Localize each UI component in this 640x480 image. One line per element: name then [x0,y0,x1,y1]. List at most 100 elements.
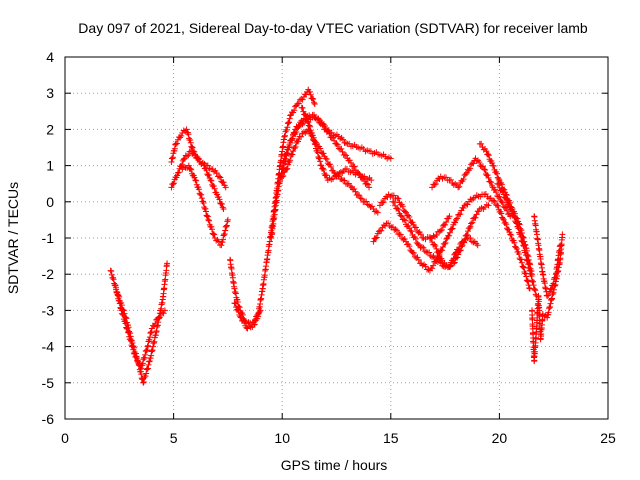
data-point [185,131,192,138]
data-point [394,205,401,212]
data-point [552,274,559,281]
data-point [469,219,476,226]
data-point [187,136,194,143]
data-point [489,160,496,167]
data-point [164,260,171,267]
data-point [472,214,479,221]
data-point [218,242,225,249]
x-tick-label: 5 [170,430,178,446]
data-point [216,196,223,203]
data-point [220,232,227,239]
data-point [133,355,140,362]
data-point [476,159,483,166]
data-point [506,203,513,210]
data-point [395,195,402,202]
data-point [122,320,129,327]
data-point [515,225,522,232]
series-arc-22 [531,213,564,299]
data-point [485,152,492,159]
data-point [124,325,131,332]
data-point [351,186,358,193]
data-point [511,214,518,221]
data-point [283,127,290,134]
data-point [192,177,199,184]
data-point [202,205,209,212]
data-point [446,232,453,239]
data-point [204,213,211,220]
data-point [130,350,137,357]
data-point [519,263,526,270]
data-point [432,181,439,188]
data-point [452,250,459,257]
data-point [113,286,120,293]
data-point [143,347,150,354]
data-point [446,229,453,236]
data-point [316,155,323,162]
data-point [211,231,218,238]
data-point [112,282,119,289]
data-point [371,208,378,215]
data-point [289,151,296,158]
data-point [312,141,319,148]
data-point [433,245,440,252]
data-point [347,183,354,190]
data-point [519,238,526,245]
data-point [387,155,394,162]
data-point [306,122,313,129]
data-point [399,203,406,210]
y-tick-label: -5 [42,375,55,391]
data-point [401,208,408,215]
data-point [511,239,518,246]
data-point [414,241,421,248]
data-point [220,206,227,213]
data-point [482,167,489,174]
data-point [415,256,422,263]
data-point [277,177,284,184]
data-point [223,223,230,230]
data-point [347,159,354,166]
data-point [170,180,177,187]
data-point [458,239,465,246]
data-point [221,231,228,238]
data-point [152,320,159,327]
data-point [281,133,288,140]
series-arc-17 [426,235,481,271]
data-point [532,287,539,294]
data-point [465,228,472,235]
data-point [433,232,440,239]
data-point [140,378,147,385]
data-point [525,261,532,268]
data-point [526,285,533,292]
data-point [294,123,301,130]
data-point [412,235,419,242]
data-point [205,216,212,223]
data-point [295,100,302,107]
data-point [401,235,408,242]
data-point [256,308,263,315]
data-point [191,174,198,181]
data-point [450,255,457,262]
data-point [460,204,467,211]
data-point [334,173,341,180]
data-point [391,199,398,206]
data-point [291,107,298,114]
data-point [429,265,436,272]
data-point [545,292,552,299]
data-point [368,177,375,184]
data-point [286,143,293,150]
data-point [294,101,301,108]
data-point [461,202,468,209]
data-point [224,218,231,225]
data-point [447,176,454,183]
data-point [207,177,214,184]
data-point [198,195,205,202]
data-point [449,225,456,232]
data-point [493,170,500,177]
data-point [299,96,306,103]
data-point [437,227,444,234]
data-point [210,182,217,189]
y-tick-label: -3 [42,302,55,318]
data-point [145,361,152,368]
data-point [118,307,125,314]
data-point [474,242,481,249]
